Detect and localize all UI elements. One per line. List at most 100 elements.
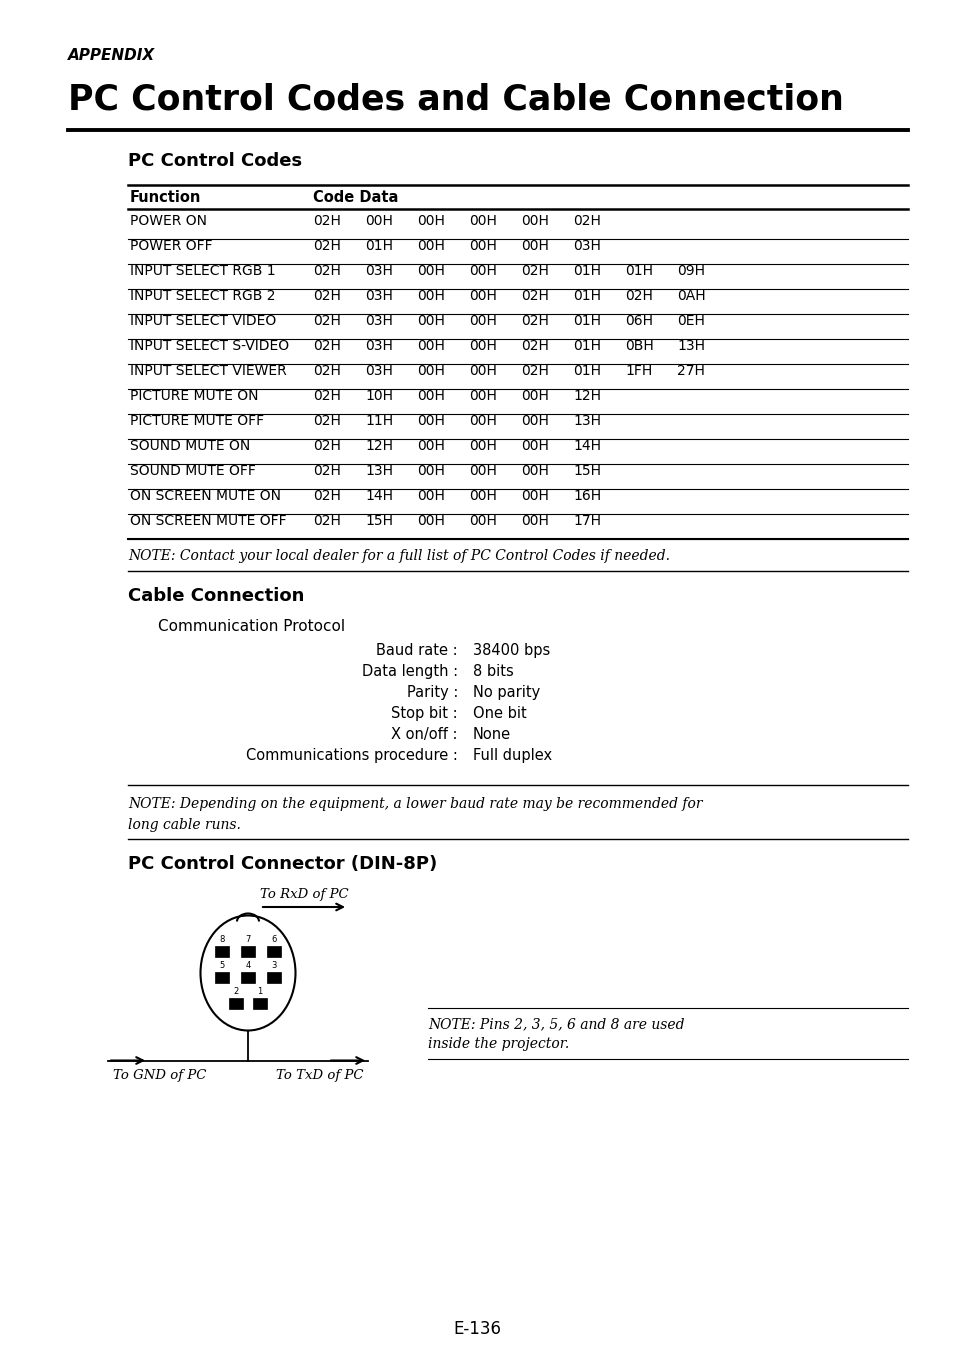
Text: 01H: 01H [365,239,393,253]
Text: 14H: 14H [365,489,393,503]
FancyBboxPatch shape [253,998,267,1009]
Text: PICTURE MUTE OFF: PICTURE MUTE OFF [130,414,264,429]
Text: 2: 2 [233,987,238,995]
Text: Communications procedure :: Communications procedure : [246,748,457,763]
Text: Code Data: Code Data [313,191,398,206]
Text: 02H: 02H [313,489,340,503]
Text: INPUT SELECT VIEWER: INPUT SELECT VIEWER [130,364,287,379]
Text: 13H: 13H [365,464,393,479]
Text: 00H: 00H [520,389,548,403]
Text: 00H: 00H [469,264,497,279]
Text: 02H: 02H [313,289,340,303]
Text: Function: Function [130,191,201,206]
Text: 01H: 01H [573,339,600,353]
Text: 00H: 00H [416,289,444,303]
Text: 8: 8 [219,934,225,944]
Text: PICTURE MUTE ON: PICTURE MUTE ON [130,389,258,403]
Text: 00H: 00H [365,214,393,228]
Text: 01H: 01H [624,264,652,279]
Text: PC Control Codes and Cable Connection: PC Control Codes and Cable Connection [68,82,843,116]
Text: ON SCREEN MUTE OFF: ON SCREEN MUTE OFF [130,514,286,529]
Text: 02H: 02H [313,314,340,329]
Text: 00H: 00H [520,489,548,503]
Text: 00H: 00H [520,514,548,529]
Text: 03H: 03H [365,339,393,353]
Text: 00H: 00H [416,314,444,329]
Text: 00H: 00H [416,514,444,529]
Text: 00H: 00H [469,364,497,379]
Text: 02H: 02H [313,364,340,379]
Text: 09H: 09H [677,264,704,279]
Text: 01H: 01H [573,314,600,329]
Text: 3: 3 [271,960,276,969]
Text: 4: 4 [245,960,251,969]
Text: 03H: 03H [365,264,393,279]
Text: 02H: 02H [313,464,340,479]
FancyBboxPatch shape [267,945,281,956]
Text: 13H: 13H [677,339,704,353]
Text: 00H: 00H [520,464,548,479]
Text: Data length :: Data length : [361,664,457,679]
Text: 03H: 03H [365,289,393,303]
Text: To GND of PC: To GND of PC [112,1068,206,1082]
Text: 02H: 02H [313,439,340,453]
Text: 38400 bps: 38400 bps [473,644,550,658]
Text: X on/off :: X on/off : [391,727,457,742]
Text: 00H: 00H [520,239,548,253]
Text: Full duplex: Full duplex [473,748,552,763]
Text: 14H: 14H [573,439,600,453]
Text: 0AH: 0AH [677,289,705,303]
Text: 27H: 27H [677,364,704,379]
Text: Communication Protocol: Communication Protocol [158,619,345,634]
Text: PC Control Connector (DIN-8P): PC Control Connector (DIN-8P) [128,854,436,873]
Text: 1: 1 [257,987,262,995]
Text: 00H: 00H [416,239,444,253]
Text: 00H: 00H [469,339,497,353]
FancyBboxPatch shape [214,972,229,983]
Text: 00H: 00H [520,214,548,228]
Text: 03H: 03H [365,314,393,329]
Text: 00H: 00H [416,464,444,479]
Text: 00H: 00H [416,414,444,429]
Text: 02H: 02H [313,339,340,353]
Text: 00H: 00H [469,314,497,329]
Text: 02H: 02H [624,289,652,303]
Text: 0BH: 0BH [624,339,653,353]
Text: 02H: 02H [313,514,340,529]
Text: ON SCREEN MUTE ON: ON SCREEN MUTE ON [130,489,281,503]
Text: 00H: 00H [416,489,444,503]
Text: 13H: 13H [573,414,600,429]
Text: 1FH: 1FH [624,364,652,379]
Text: 15H: 15H [365,514,393,529]
Text: 00H: 00H [469,389,497,403]
Text: 00H: 00H [469,439,497,453]
Text: 11H: 11H [365,414,393,429]
Text: 17H: 17H [573,514,600,529]
Text: 03H: 03H [573,239,600,253]
Text: No parity: No parity [473,685,539,700]
Text: 01H: 01H [573,289,600,303]
Text: 00H: 00H [520,414,548,429]
Text: 00H: 00H [469,464,497,479]
Text: 00H: 00H [469,514,497,529]
Text: Baud rate :: Baud rate : [376,644,457,658]
Text: 00H: 00H [469,289,497,303]
Text: Cable Connection: Cable Connection [128,587,304,604]
Text: Stop bit :: Stop bit : [391,706,457,721]
FancyBboxPatch shape [267,972,281,983]
Text: 02H: 02H [520,364,548,379]
Text: 02H: 02H [313,414,340,429]
Text: NOTE: Contact your local dealer for a full list of PC Control Codes if needed.: NOTE: Contact your local dealer for a fu… [128,549,669,562]
FancyBboxPatch shape [241,945,254,956]
Ellipse shape [202,917,294,1029]
Text: POWER ON: POWER ON [130,214,207,228]
Text: long cable runs.: long cable runs. [128,818,240,831]
Text: inside the projector.: inside the projector. [428,1037,569,1051]
Text: 03H: 03H [365,364,393,379]
Text: 00H: 00H [416,364,444,379]
Text: 02H: 02H [313,389,340,403]
Text: APPENDIX: APPENDIX [68,49,155,64]
Text: 7: 7 [245,934,251,944]
Text: None: None [473,727,511,742]
FancyBboxPatch shape [214,945,229,956]
